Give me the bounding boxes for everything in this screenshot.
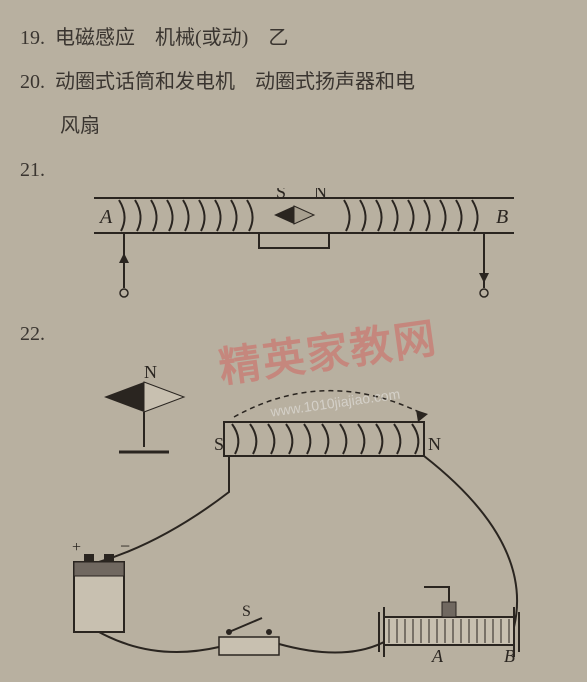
question-22: 22. <box>20 316 567 352</box>
svg-text:S: S <box>214 434 224 454</box>
q19-text: 电磁感应 机械(或动) 乙 <box>55 27 288 49</box>
question-20: 20. 动圈式话筒和发电机 动圈式扬声器和电 <box>20 64 567 100</box>
svg-text:N: N <box>428 434 441 454</box>
svg-text:−: − <box>120 536 130 556</box>
svg-text:+: + <box>72 539 81 556</box>
q19-num: 19. <box>20 20 50 56</box>
svg-text:B: B <box>504 646 515 666</box>
question-21: 21. A S N B <box>20 152 567 308</box>
svg-text:S: S <box>276 188 286 202</box>
svg-text:A: A <box>431 646 444 666</box>
question-19: 19. 电磁感应 机械(或动) 乙 <box>20 20 567 56</box>
q22-num: 22. <box>20 316 50 352</box>
q20-num: 20. <box>20 64 50 100</box>
svg-text:N: N <box>314 188 327 202</box>
svg-text:N: N <box>144 362 157 382</box>
q21-num: 21. <box>20 152 50 188</box>
diagram-22: NSN+−SAB <box>20 362 567 682</box>
q20-text-line2: 风扇 <box>20 108 567 144</box>
svg-text:B: B <box>496 206 508 228</box>
svg-text:A: A <box>98 206 113 228</box>
q20-text-line1: 动圈式话筒和发电机 动圈式扬声器和电 <box>55 71 415 93</box>
diagram-21: A S N B <box>20 188 567 308</box>
